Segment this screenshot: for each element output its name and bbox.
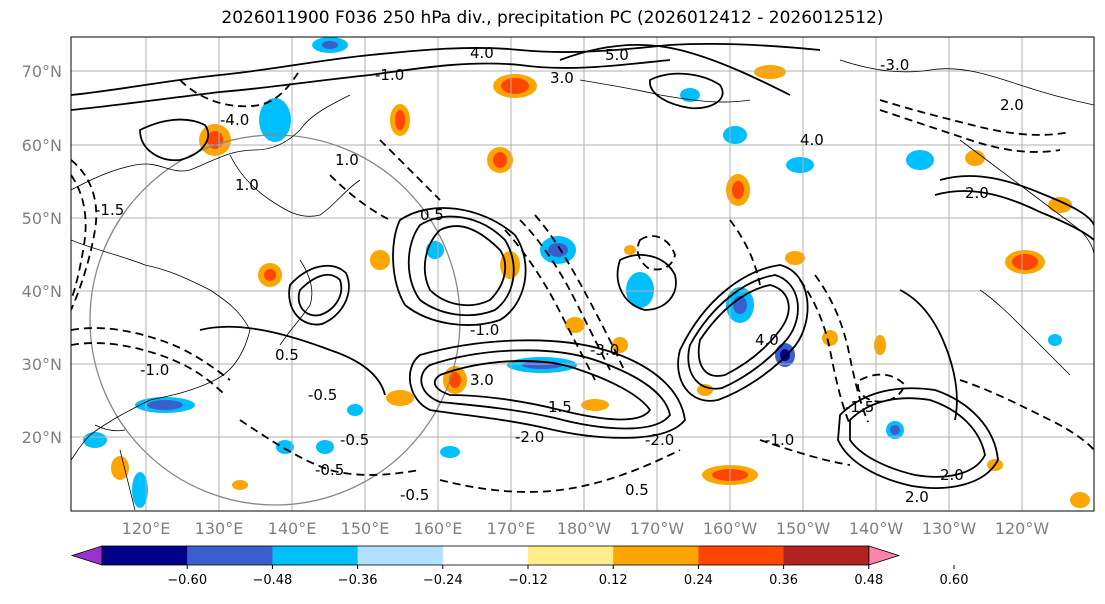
colorbar-ticks [186,565,955,569]
contour-label: 2.0 [905,488,929,506]
lat-label-70n: 70°N [22,62,62,81]
contour-label: 4.0 [755,331,779,349]
contour-label: -1.5 [95,201,124,219]
reference-circle [89,134,461,506]
lon-label-130w: 130°W [922,519,977,538]
contour-label: -3.0 [880,56,909,74]
contour-label: 5.0 [605,46,629,64]
colorbar-tick-labels: −0.60 −0.48 −0.36 −0.24 −0.12 0.12 0.24 … [167,573,968,588]
colorbar-segment [272,546,359,565]
contour-label: -1.0 [470,321,499,339]
colorbar-segment [187,546,273,565]
colorbar-segment [357,546,444,565]
lon-label-120w: 120°W [995,519,1050,538]
contour-label: -0.5 [308,386,337,404]
colorbar-tick-label: −0.60 [167,573,207,588]
contour-label: 1.0 [335,151,359,169]
contour-label: 1.5 [548,398,572,416]
contour-label: 3.0 [550,69,574,87]
contour-label: -1.0 [140,361,169,379]
lon-label-170e: 170°E [487,519,536,538]
colorbar-tick-label: −0.12 [508,573,548,588]
colorbar-tick-label: −0.48 [252,573,292,588]
colorbar: −0.60 −0.48 −0.36 −0.24 −0.12 0.12 0.24 … [70,545,968,588]
colorbar-segment [442,546,529,565]
precipitation-shading [83,37,1090,508]
negative-contours [71,69,1094,493]
coastlines [71,59,1094,511]
contour-label: -1.0 [765,431,794,449]
contour-label: 2.0 [1000,96,1024,114]
map-area [71,37,1094,511]
colorbar-outline [101,545,870,566]
colorbar-tick-label: −0.36 [338,573,378,588]
lon-label-160e: 160°E [414,519,463,538]
contour-label: -2.0 [515,428,544,446]
contour-label: 0.5 [625,481,649,499]
colorbar-segment [698,546,785,565]
colorbar-segment [783,546,870,565]
contour-label: 4.0 [800,131,824,149]
contour-label: -3.0 [590,341,619,359]
colorbar-extend-high [868,545,901,566]
lon-label-150e: 150°E [341,519,390,538]
colorbar-segment [528,546,614,565]
colorbar-tick-label: −0.24 [423,573,463,588]
contour-label: -0.5 [400,486,429,504]
lat-label-50n: 50°N [22,209,62,228]
contour-label: 2.0 [965,184,989,202]
colorbar-segments [70,545,901,566]
contour-label: -1.0 [375,66,404,84]
contour-label: 4.0 [470,44,494,62]
lat-label-60n: 60°N [22,136,62,155]
graticule [71,37,1094,511]
lon-label-130e: 130°E [195,519,244,538]
colorbar-tick-label: 0.12 [599,573,628,588]
map-content: 4.0 5.0 3.0 -1.0 -3.0 -4.0 1.0 1.0 0.5 -… [71,37,1094,511]
contour-label: 2.0 [940,466,964,484]
lat-label-30n: 30°N [22,355,62,374]
contour-label: -4.0 [220,111,249,129]
colorbar-extend-low [70,545,103,566]
latitude-labels: 70°N 60°N 50°N 40°N 30°N 20°N [22,62,62,447]
lon-label-120e: 120°E [122,519,171,538]
lon-label-160w: 160°W [703,519,758,538]
contour-label: -0.5 [315,461,344,479]
colorbar-tick-label: 0.48 [854,573,883,588]
lon-label-150w: 150°W [776,519,831,538]
contour-label: 0.5 [420,206,444,224]
colorbar-tick-label: 0.60 [940,573,969,588]
contour-label: -2.0 [645,431,674,449]
contour-label: 0.5 [275,346,299,364]
contour-label: 3.0 [470,371,494,389]
map-title: 2026011900 F036 250 hPa div., precipitat… [221,8,884,28]
colorbar-segment [613,546,699,565]
contour-label: -1.5 [845,398,874,416]
colorbar-tick-label: 0.36 [769,573,798,588]
contour-label: 1.0 [235,176,259,194]
lon-label-140w: 140°W [849,519,904,538]
contour-label: -0.5 [340,431,369,449]
lat-label-40n: 40°N [22,282,62,301]
lon-label-180w: 180°W [557,519,612,538]
lon-label-170w: 170°W [630,519,685,538]
colorbar-tick-label: 0.24 [684,573,713,588]
colorbar-segment [102,546,188,565]
positive-contours [71,42,1094,489]
map-frame [70,36,1095,512]
longitude-labels: 120°E 130°E 140°E 150°E 160°E 170°E 180°… [122,519,1050,538]
lat-label-20n: 20°N [22,428,62,447]
lon-label-140e: 140°E [268,519,317,538]
contour-labels: 4.0 5.0 3.0 -1.0 -3.0 -4.0 1.0 1.0 0.5 -… [95,44,1024,506]
